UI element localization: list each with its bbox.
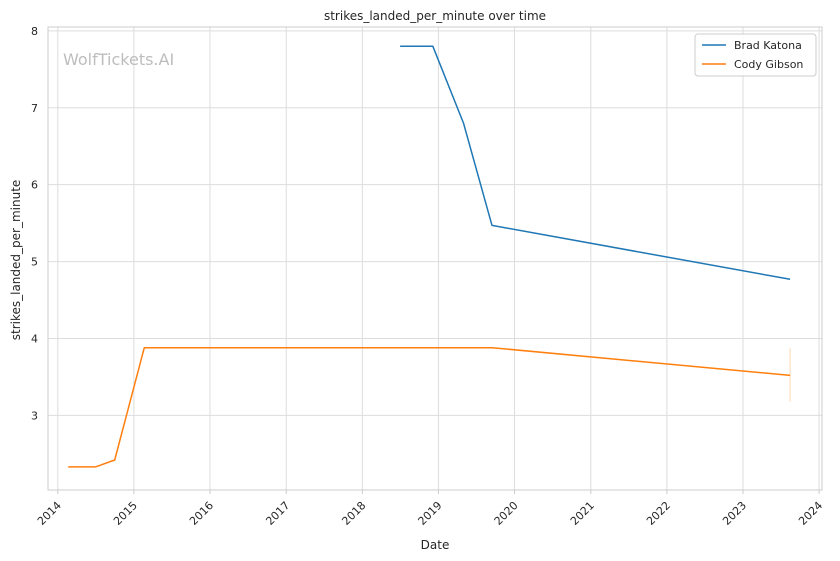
x-tick-label: 2020 bbox=[492, 499, 521, 528]
x-tick-label: 2017 bbox=[263, 499, 292, 528]
legend: Brad Katona Cody Gibson bbox=[694, 33, 817, 77]
watermark: WolfTickets.AI bbox=[63, 50, 174, 69]
x-tick-labels: 2014 2015 2016 2017 2018 2019 2020 2021 2022 2023… bbox=[35, 499, 825, 528]
x-tick-label: 2016 bbox=[187, 499, 216, 528]
x-tick-label: 2021 bbox=[568, 499, 597, 528]
x-tick-label: 2023 bbox=[720, 499, 749, 528]
y-tick-label: 3 bbox=[31, 409, 38, 422]
y-axis-title: strikes_landed_per_minute bbox=[9, 180, 23, 341]
y-tick-label: 4 bbox=[31, 332, 38, 345]
plot-area bbox=[47, 26, 823, 491]
legend-label-brad-katona: Brad Katona bbox=[734, 39, 802, 52]
x-tick-label: 2022 bbox=[644, 499, 673, 528]
x-tick-label: 2018 bbox=[339, 499, 368, 528]
x-tick-label: 2014 bbox=[35, 499, 64, 528]
y-tick-label: 5 bbox=[31, 256, 38, 269]
x-tick-label: 2019 bbox=[416, 499, 445, 528]
series-line-cody-gibson bbox=[68, 346, 791, 468]
series-layer bbox=[68, 45, 791, 468]
chart-title: strikes_landed_per_minute over time bbox=[324, 9, 546, 23]
x-tick-label: 2024 bbox=[796, 499, 825, 528]
x-tick-label: 2015 bbox=[111, 499, 140, 528]
series-line-brad-katona bbox=[400, 45, 791, 281]
legend-label-cody-gibson: Cody Gibson bbox=[734, 58, 803, 71]
y-tick-label: 6 bbox=[31, 179, 38, 192]
x-gridlines bbox=[57, 27, 820, 494]
x-axis-title: Date bbox=[421, 538, 450, 552]
y-tick-label: 8 bbox=[31, 25, 38, 38]
y-tick-labels: 3 4 5 6 7 8 bbox=[31, 25, 38, 423]
y-tick-label: 7 bbox=[31, 102, 38, 115]
y-gridlines bbox=[48, 30, 822, 416]
